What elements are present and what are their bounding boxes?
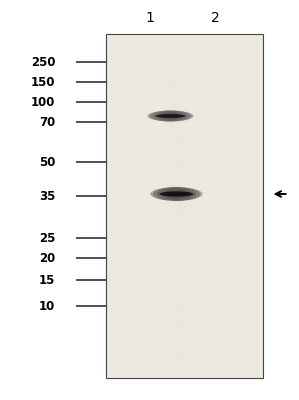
- Text: 20: 20: [39, 252, 55, 264]
- Ellipse shape: [158, 111, 183, 121]
- Text: 2: 2: [211, 11, 220, 25]
- Ellipse shape: [162, 191, 191, 197]
- Text: 50: 50: [39, 156, 55, 168]
- Text: 1: 1: [145, 11, 154, 25]
- Text: 150: 150: [31, 76, 55, 88]
- Ellipse shape: [162, 193, 191, 195]
- Ellipse shape: [155, 114, 185, 118]
- Ellipse shape: [150, 187, 203, 201]
- Ellipse shape: [162, 188, 191, 200]
- Ellipse shape: [153, 110, 188, 122]
- Ellipse shape: [159, 191, 193, 197]
- Ellipse shape: [150, 110, 191, 122]
- Text: 35: 35: [39, 190, 55, 202]
- Text: 100: 100: [31, 96, 55, 108]
- Ellipse shape: [166, 189, 187, 199]
- Ellipse shape: [161, 112, 180, 120]
- Ellipse shape: [153, 187, 200, 201]
- Text: 250: 250: [31, 56, 55, 68]
- Text: 25: 25: [39, 232, 55, 244]
- Bar: [106, 34, 263, 378]
- Text: 10: 10: [39, 300, 55, 312]
- Ellipse shape: [158, 115, 183, 117]
- Ellipse shape: [147, 111, 193, 121]
- Text: 70: 70: [39, 116, 55, 128]
- Text: 15: 15: [39, 274, 55, 286]
- Ellipse shape: [158, 114, 183, 118]
- Ellipse shape: [157, 187, 196, 201]
